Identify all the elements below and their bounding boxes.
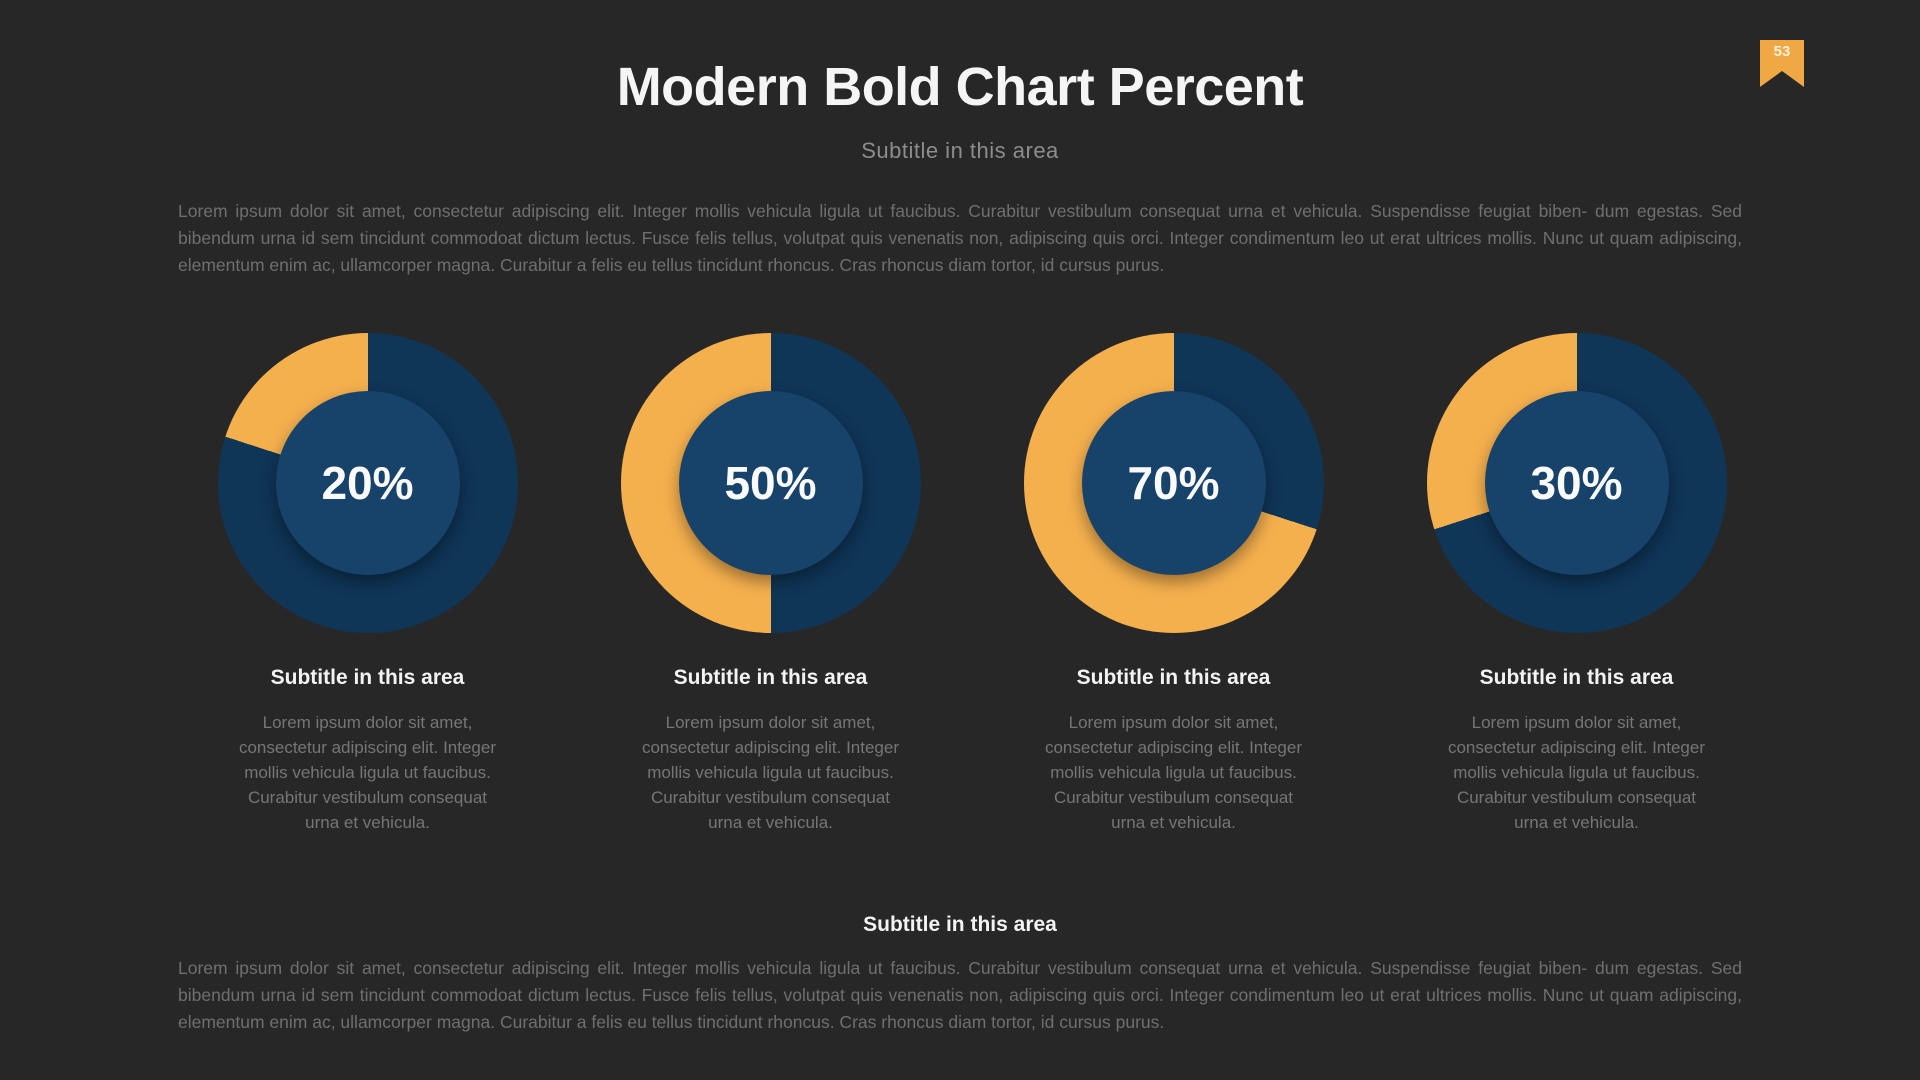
column-body-text: Lorem ipsum dolor sit amet, consectetur … xyxy=(238,713,497,832)
donut-inner-disc: 70% xyxy=(1081,391,1266,575)
donut-percent-label: 50% xyxy=(724,457,817,509)
chart-column-2: 50% Subtitle in this area Lorem ipsum do… xyxy=(569,333,972,835)
donut-inner-disc: 50% xyxy=(678,391,863,575)
donut-inner-disc: 30% xyxy=(1484,391,1669,575)
column-subtitle: Subtitle in this area xyxy=(673,666,868,689)
column-body-text: Lorem ipsum dolor sit amet, consectetur … xyxy=(1044,713,1303,832)
chart-column-3: 70% Subtitle in this area Lorem ipsum do… xyxy=(972,333,1375,835)
column-body-text: Lorem ipsum dolor sit amet, consectetur … xyxy=(1447,713,1706,832)
donut-chart-70: 70% xyxy=(1023,333,1324,633)
chart-column-1: 20% Subtitle in this area Lorem ipsum do… xyxy=(166,333,569,835)
charts-row: 20% Subtitle in this area Lorem ipsum do… xyxy=(166,333,1778,835)
column-subtitle: Subtitle in this area xyxy=(270,666,465,689)
column-subtitle: Subtitle in this area xyxy=(1479,666,1674,689)
footer-paragraph: Lorem ipsum dolor sit amet, consectetur … xyxy=(178,958,1742,1032)
page-number: 53 xyxy=(1773,43,1791,60)
slide-subtitle: Subtitle in this area xyxy=(861,138,1059,163)
donut-inner-disc: 20% xyxy=(275,391,460,575)
chart-column-4: 30% Subtitle in this area Lorem ipsum do… xyxy=(1375,333,1778,835)
donut-percent-label: 30% xyxy=(1530,457,1623,509)
intro-paragraph: Lorem ipsum dolor sit amet, consectetur … xyxy=(178,201,1742,275)
column-subtitle: Subtitle in this area xyxy=(1076,666,1271,689)
donut-percent-label: 20% xyxy=(321,457,414,509)
footer-subtitle: Subtitle in this area xyxy=(863,913,1057,936)
donut-chart-50: 50% xyxy=(620,333,921,633)
slide-title: Modern Bold Chart Percent xyxy=(616,57,1304,117)
donut-percent-label: 70% xyxy=(1127,457,1220,509)
donut-chart-20: 20% xyxy=(217,333,518,633)
column-body-text: Lorem ipsum dolor sit amet, consectetur … xyxy=(641,713,900,832)
donut-chart-30: 30% xyxy=(1426,333,1727,633)
